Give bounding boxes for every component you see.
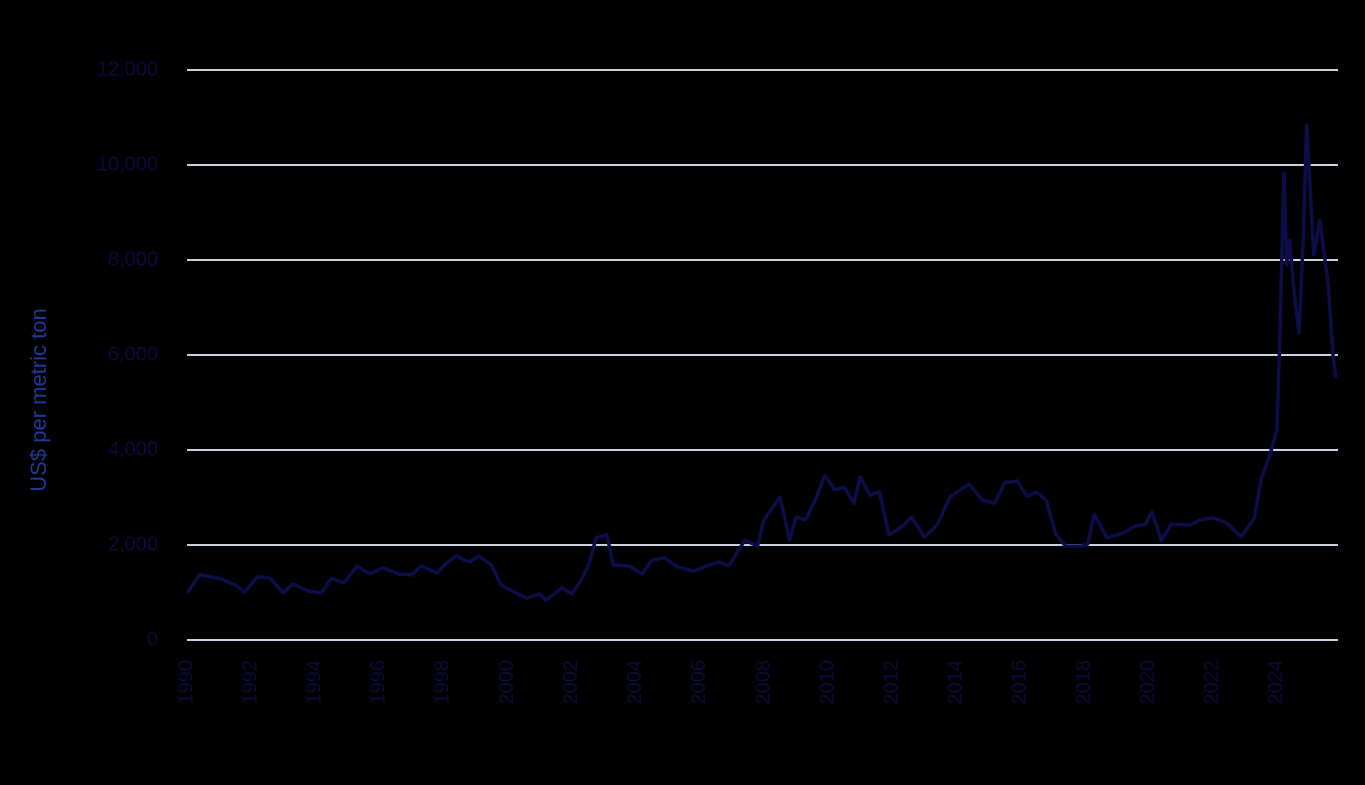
x-tick-label: 1992	[239, 660, 261, 705]
x-tick-label: 2014	[945, 660, 967, 705]
x-tick-label: 2016	[1009, 660, 1031, 705]
x-tick-label: 2022	[1201, 660, 1223, 705]
x-tick-label: 2006	[688, 660, 710, 705]
x-tick-label: 1990	[175, 660, 197, 705]
x-tick-label: 2020	[1137, 660, 1159, 705]
y-tick-label: 6,000	[108, 343, 158, 365]
x-tick-label: 1994	[304, 660, 326, 705]
y-tick-label: 2,000	[108, 533, 158, 555]
y-tick-label: 8,000	[108, 248, 158, 270]
x-tick-label: 2000	[496, 660, 518, 705]
x-tick-label: 2012	[881, 660, 903, 705]
y-axis-label: US$ per metric ton	[26, 308, 51, 491]
x-tick-label: 1996	[368, 660, 390, 705]
x-tick-label: 2024	[1265, 660, 1287, 705]
y-tick-label: 0	[147, 628, 158, 650]
x-tick-label: 2004	[624, 660, 646, 705]
x-tick-label: 1998	[432, 660, 454, 705]
x-tick-label: 2008	[752, 660, 774, 705]
x-tick-label: 2010	[816, 660, 838, 705]
x-tick-label: 2002	[560, 660, 582, 705]
x-tick-label: 2018	[1073, 660, 1095, 705]
y-tick-label: 12,000	[97, 58, 158, 80]
y-tick-label: 4,000	[108, 438, 158, 460]
price-line	[185, 123, 1338, 602]
y-tick-label: 10,000	[97, 153, 158, 175]
